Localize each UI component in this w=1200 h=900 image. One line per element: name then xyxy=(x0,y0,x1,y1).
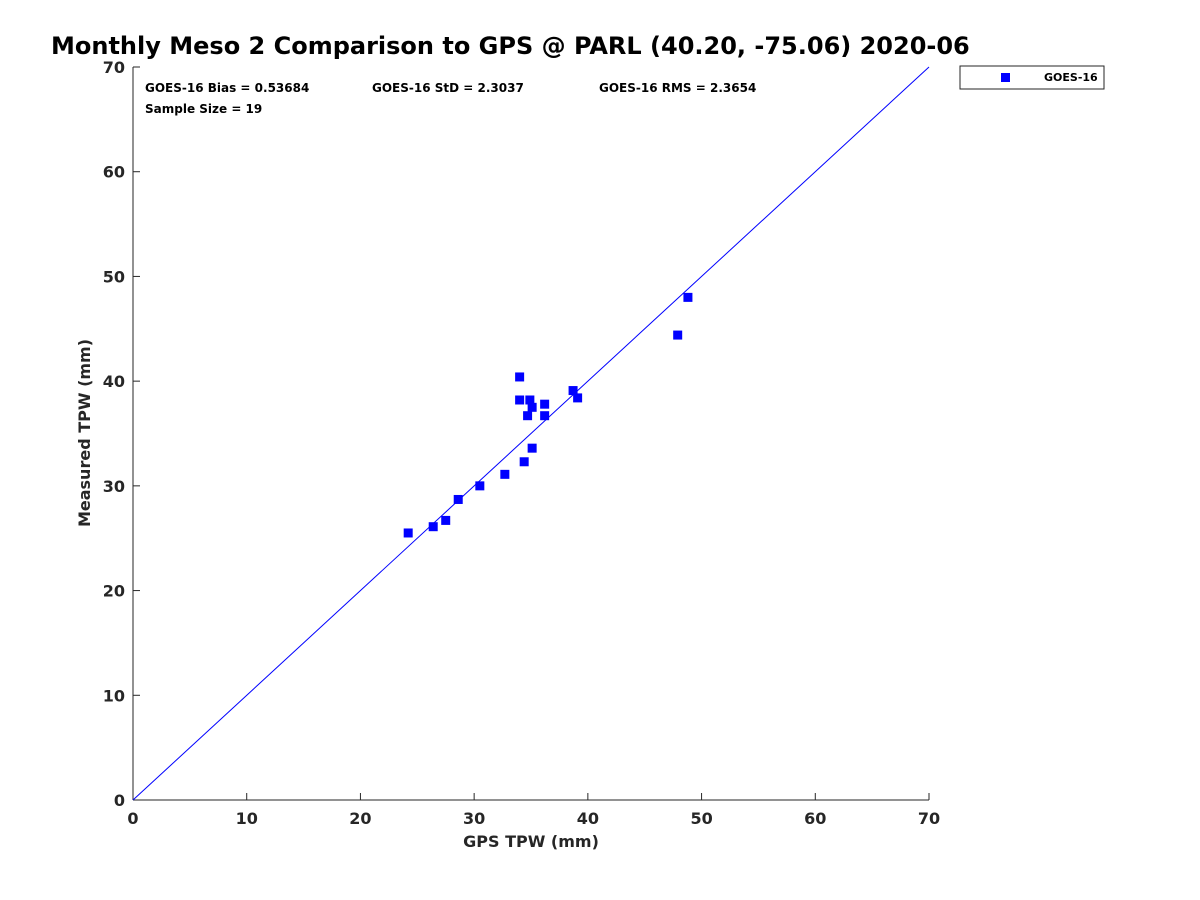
data-point xyxy=(475,481,485,491)
legend: GOES-16 xyxy=(959,65,1105,90)
y-tick-label: 40 xyxy=(103,372,125,391)
data-point xyxy=(515,372,525,382)
x-tick-label: 30 xyxy=(463,809,485,828)
data-point xyxy=(500,469,510,479)
x-axis-label: GPS TPW (mm) xyxy=(463,832,599,851)
data-point xyxy=(540,399,550,409)
x-tick-label: 60 xyxy=(804,809,826,828)
data-point xyxy=(519,457,529,467)
data-point xyxy=(428,522,438,532)
data-point xyxy=(673,330,683,340)
data-point xyxy=(515,395,525,405)
axes: 0 10 20 30 40 50 60 70 0 10 20 30 40 50 60 70 xyxy=(103,58,940,828)
rms-annotation: GOES-16 RMS = 2.3654 xyxy=(599,81,756,95)
y-tick-label: 60 xyxy=(103,163,125,182)
x-tick-label: 0 xyxy=(127,809,138,828)
std-annotation: GOES-16 StD = 2.3037 xyxy=(372,81,524,95)
data-point xyxy=(568,386,578,396)
x-tick-label: 10 xyxy=(236,809,258,828)
x-tick-label: 70 xyxy=(918,809,940,828)
y-tick-label: 30 xyxy=(103,477,125,496)
data-point xyxy=(403,528,413,538)
legend-marker-goes16 xyxy=(1001,73,1010,82)
data-point xyxy=(523,411,533,421)
chart-title: Monthly Meso 2 Comparison to GPS @ PARL … xyxy=(51,32,970,60)
one-to-one-reference-line xyxy=(132,66,930,801)
y-tick-label: 20 xyxy=(103,582,125,601)
data-point xyxy=(683,292,693,302)
data-points xyxy=(403,292,693,538)
x-tick-label: 20 xyxy=(349,809,371,828)
legend-box xyxy=(959,65,1105,90)
y-tick-label: 70 xyxy=(103,58,125,77)
statistics-annotations: GOES-16 Bias = 0.53684 GOES-16 StD = 2.3… xyxy=(145,81,756,116)
data-point xyxy=(540,411,550,421)
data-point xyxy=(525,395,535,405)
data-point xyxy=(441,515,451,525)
y-tick-label: 0 xyxy=(114,791,125,810)
x-tick-label: 40 xyxy=(577,809,599,828)
data-point xyxy=(573,393,583,403)
sample-size-annotation: Sample Size = 19 xyxy=(145,102,262,116)
data-point xyxy=(527,402,537,412)
y-tick-label: 50 xyxy=(103,267,125,286)
reference-line-group xyxy=(132,66,930,801)
y-axis-label: Measured TPW (mm) xyxy=(75,339,94,527)
legend-label-goes16: GOES-16 xyxy=(1044,71,1098,84)
x-tick-label: 50 xyxy=(690,809,712,828)
data-point xyxy=(453,494,463,504)
data-point xyxy=(527,443,537,453)
bias-annotation: GOES-16 Bias = 0.53684 xyxy=(145,81,309,95)
y-tick-label: 10 xyxy=(103,686,125,705)
